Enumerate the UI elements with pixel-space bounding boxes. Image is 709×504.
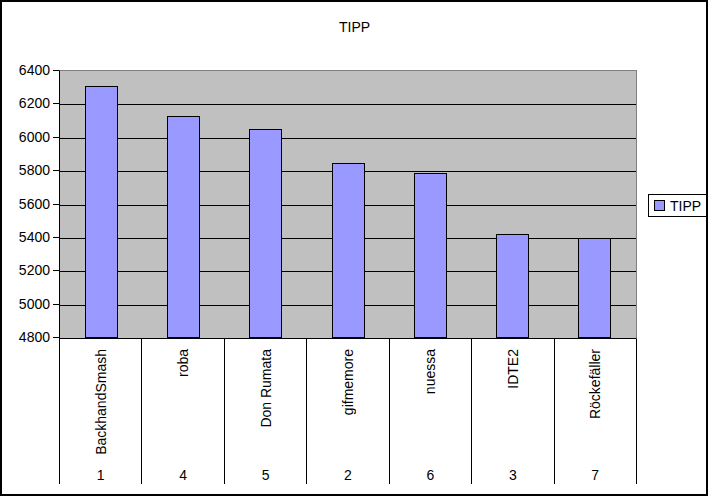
bar-BackhandSmash[interactable] — [85, 86, 118, 338]
legend-swatch-icon — [654, 200, 665, 211]
y-axis-label: 5400 — [2, 230, 50, 244]
category-rank-label: 3 — [472, 467, 553, 483]
bar-Don Rumata[interactable] — [249, 129, 282, 338]
category-rank-label: 5 — [225, 467, 306, 483]
bar-nuessa[interactable] — [414, 173, 447, 338]
category-label: BackhandSmash — [93, 349, 109, 455]
legend-label: TIPP — [670, 199, 701, 213]
bar-IDTE2[interactable] — [496, 234, 529, 338]
category-label: Röckefäller — [587, 349, 603, 419]
legend[interactable]: TIPP — [648, 194, 707, 217]
gridline — [60, 104, 636, 105]
category-cell: nuessa 6 — [390, 339, 472, 484]
plot-area[interactable] — [59, 70, 637, 339]
category-cell: gifmemore 2 — [307, 339, 389, 484]
category-rank-label: 6 — [390, 467, 471, 483]
y-axis-label: 5000 — [2, 297, 50, 311]
y-axis-label: 4800 — [2, 330, 50, 344]
y-axis-label: 5800 — [2, 163, 50, 177]
y-axis-label: 5200 — [2, 263, 50, 277]
y-axis-label: 6000 — [2, 130, 50, 144]
category-label: nuessa — [422, 349, 438, 394]
y-axis-label: 6400 — [2, 63, 50, 77]
category-label: IDTE2 — [505, 349, 521, 389]
gridline — [60, 138, 636, 139]
category-label: roba — [175, 349, 191, 377]
bar-Röckefäller[interactable] — [578, 238, 611, 338]
category-cell: IDTE2 3 — [472, 339, 554, 484]
category-cell: Don Rumata 5 — [225, 339, 307, 484]
bar-roba[interactable] — [167, 116, 200, 338]
category-label: Don Rumata — [258, 349, 274, 428]
category-cell: Röckefäller 7 — [555, 339, 637, 484]
category-label: gifmemore — [340, 349, 356, 415]
category-cell: BackhandSmash 1 — [59, 339, 142, 484]
chart-title: TIPP — [0, 19, 709, 35]
category-rank-label: 2 — [307, 467, 388, 483]
chart-image: TIPP 6400 6200 6000 5800 5600 5400 5200 5000 480… — [0, 0, 709, 504]
x-axis-category-area: BackhandSmash 1 roba 4 Don Rumata 5 gifmemore 2… — [59, 339, 637, 484]
category-rank-label: 4 — [142, 467, 223, 483]
y-axis-label: 6200 — [2, 96, 50, 110]
category-cell: roba 4 — [142, 339, 224, 484]
bar-gifmemore[interactable] — [332, 163, 365, 338]
y-axis-label: 5600 — [2, 197, 50, 211]
category-rank-label: 1 — [60, 467, 141, 483]
category-rank-label: 7 — [555, 467, 636, 483]
